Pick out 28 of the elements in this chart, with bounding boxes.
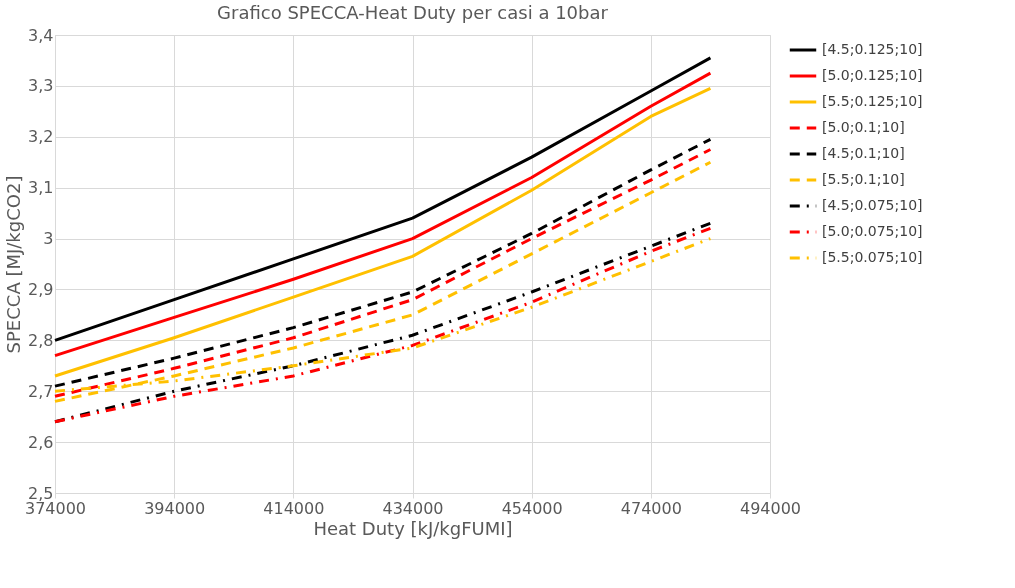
x-tick-label: 454000: [501, 498, 563, 518]
legend-label: [5.5;0.125;10]: [822, 93, 923, 109]
y-tick-label: 2,7: [28, 381, 54, 401]
y-tick-label: 2,8: [28, 330, 54, 350]
legend-label: [4.5;0.075;10]: [822, 197, 923, 213]
y-tick-label: 2,5: [28, 483, 54, 503]
x-tick-label: 394000: [144, 498, 206, 518]
y-tick-label: 3: [43, 229, 54, 249]
legend-label: [5.0;0.125;10]: [822, 67, 923, 83]
legend-label: [5.5;0.1;10]: [822, 171, 905, 187]
legend-label: [5.0;0.075;10]: [822, 223, 923, 239]
legend-label: [4.5;0.1;10]: [822, 145, 905, 161]
chart-title: Grafico SPECCA-Heat Duty per casi a 10bar: [217, 2, 609, 23]
y-axis-title: SPECCA [MJ/kgCO2]: [3, 175, 25, 354]
x-tick-label: 434000: [382, 498, 444, 518]
x-tick-label: 494000: [739, 498, 802, 518]
y-tick-label: 2,6: [28, 432, 54, 452]
legend-label: [5.5;0.075;10]: [822, 249, 923, 265]
legend-label: [5.0;0.1;10]: [822, 119, 905, 135]
y-tick-label: 3,1: [28, 178, 54, 198]
x-tick-label: 414000: [263, 498, 325, 518]
y-tick-label: 2,9: [28, 279, 54, 299]
x-tick-label: 474000: [620, 498, 682, 518]
legend-label: [4.5;0.125;10]: [822, 41, 923, 57]
y-tick-label: 3,4: [28, 25, 54, 45]
y-tick-label: 3,3: [28, 76, 54, 96]
y-tick-label: 3,2: [28, 127, 54, 147]
x-axis-title: Heat Duty [kJ/kgFUMI]: [313, 517, 513, 539]
